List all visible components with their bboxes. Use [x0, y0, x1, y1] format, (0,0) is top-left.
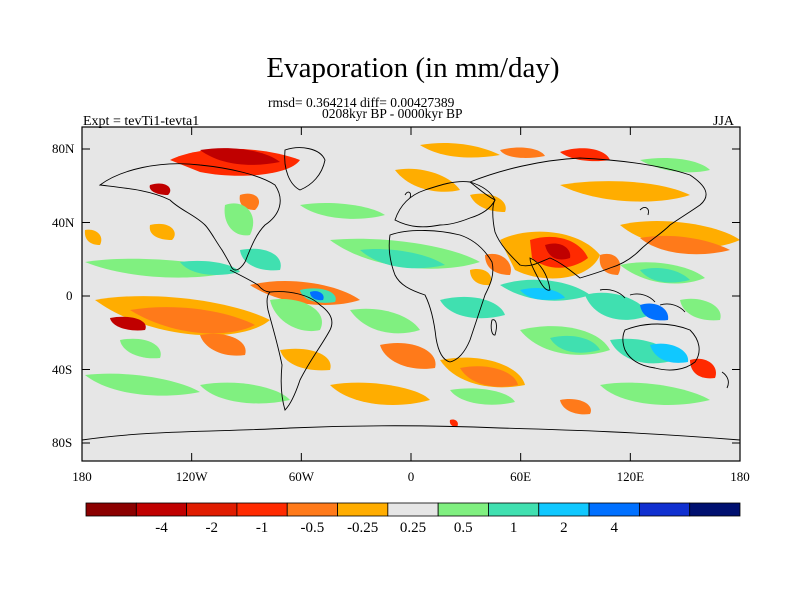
colorbar-label: -1 [255, 520, 269, 536]
longitude-ticks [81, 127, 741, 461]
latitude-label: 0 [66, 288, 73, 303]
colorbar-swatch [488, 502, 540, 517]
colorbar-label: 1 [509, 520, 518, 536]
colorbar-swatch [538, 502, 590, 517]
colorbar-label: 0.25 [399, 520, 427, 536]
colorbar-label: 0.5 [453, 520, 473, 536]
colorbar-swatch [387, 502, 439, 517]
longitude-label: 120E [616, 469, 645, 484]
longitude-label: 180 [730, 469, 750, 484]
latitude-label: 80N [52, 141, 75, 156]
colorbar-label: 2 [560, 520, 568, 536]
latitude-label: 40S [52, 361, 73, 377]
longitude-label: 120W [175, 469, 208, 484]
stats-line: rmsd= 0.364214 diff= 0.00427389 [268, 95, 455, 110]
colorbar-label: -4 [155, 520, 168, 536]
longitude-label: 0 [407, 469, 415, 484]
latitude-label: 80S [52, 435, 73, 450]
colorbar-swatch [286, 502, 338, 517]
longitude-label: 60E [510, 469, 532, 484]
colorbar-swatch [638, 502, 691, 517]
colorbar-swatch [186, 502, 238, 517]
colorbar-label: -0.5 [300, 520, 325, 536]
anomaly-field [84, 143, 740, 427]
latitude-ticks [82, 148, 740, 444]
colorbar [85, 502, 741, 517]
colorbar-swatch [135, 502, 188, 517]
coastlines [82, 147, 740, 441]
colorbar-swatch [588, 502, 640, 517]
colorbar-swatch [236, 502, 288, 517]
colorbar-swatch [689, 502, 741, 517]
colorbar-label: -2 [205, 520, 219, 536]
colorbar-swatch [337, 502, 389, 517]
longitude-label: 180 [72, 469, 92, 484]
colorbar-swatch [85, 502, 137, 517]
longitude-label: 60W [288, 469, 314, 484]
colorbar-label: -0.25 [347, 520, 379, 536]
period-line: 0208kyr BP - 0000kyr BP [322, 106, 463, 121]
colorbar-swatch [437, 502, 489, 517]
experiment-label: Expt = tevTi1-tevta1 [83, 114, 200, 129]
colorbar-label: 4 [610, 520, 618, 536]
season-label: JJA [713, 114, 735, 129]
map-title: Evaporation (in mm/day) [266, 52, 560, 84]
latitude-label: 40N [52, 214, 75, 230]
